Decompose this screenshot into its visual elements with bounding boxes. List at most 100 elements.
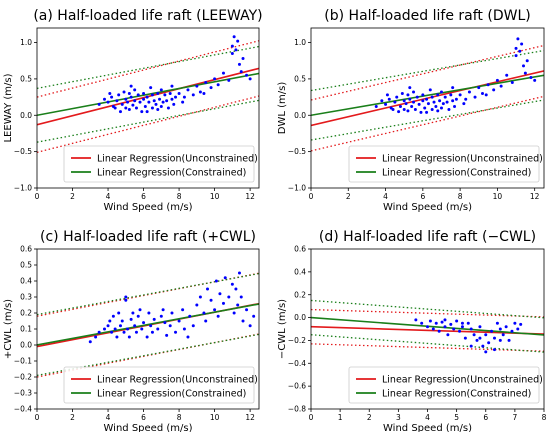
x-tick-label: 10 [210, 413, 220, 422]
data-point [410, 105, 414, 109]
x-axis-label: Wind Speed (m/s) [383, 202, 472, 213]
data-point [154, 102, 158, 106]
data-point [520, 42, 524, 46]
data-point [94, 335, 98, 339]
data-point [149, 324, 153, 328]
data-point [478, 325, 482, 329]
data-point [163, 321, 167, 325]
data-point [202, 311, 206, 315]
data-point [181, 308, 185, 312]
data-point [186, 88, 190, 92]
subplot-1: (a) Half-loaded life raft (LEEWAY) 0 2 4 6 8 1… [3, 8, 263, 213]
data-point [170, 311, 174, 315]
data-point [402, 107, 406, 111]
data-point [387, 97, 391, 101]
data-point [223, 276, 227, 280]
data-point [140, 110, 144, 114]
data-point [129, 317, 133, 321]
data-point [458, 93, 462, 97]
data-point [460, 321, 464, 325]
data-point [216, 314, 220, 318]
y-axis-label: +CWL (m/s) [3, 299, 14, 359]
y-tick-label: −0.4 [288, 359, 306, 368]
data-point [156, 327, 160, 331]
axes-frame [36, 27, 260, 189]
data-point [239, 295, 243, 299]
data-point [145, 335, 149, 339]
data-point [245, 73, 249, 77]
data-point [195, 84, 199, 88]
data-point [102, 327, 106, 331]
data-point [248, 324, 252, 328]
data-point [245, 308, 249, 312]
data-point [516, 37, 520, 41]
axes-frame [310, 27, 545, 189]
data-point [152, 99, 156, 103]
y-tick-label: −0.6 [288, 382, 306, 391]
legend-label-unconstrained: Linear Regression(Unconstrained) [97, 153, 258, 164]
data-point [437, 329, 441, 333]
data-point [111, 314, 115, 318]
y-tick-label: 0.4 [294, 267, 306, 276]
data-point [136, 314, 140, 318]
data-point [395, 95, 399, 99]
data-point [97, 102, 101, 106]
data-point [499, 84, 503, 88]
data-point [443, 95, 447, 99]
data-point [516, 327, 520, 331]
legend: Linear Regression(Unconstrained) Linear R… [63, 366, 258, 404]
data-point [420, 321, 424, 325]
data-point [414, 318, 418, 322]
data-point [221, 301, 225, 305]
data-point [142, 321, 146, 325]
x-tick-label: 6 [420, 192, 425, 201]
legend-box [348, 366, 540, 404]
data-point [436, 109, 440, 113]
x-tick-label: 2 [367, 413, 372, 422]
legend-label-unconstrained: Linear Regression(Unconstrained) [382, 153, 543, 164]
legend-label-unconstrained: Linear Regression(Unconstrained) [97, 374, 258, 385]
subplot-title: (b) Half-loaded life raft (DWL) [324, 8, 530, 24]
data-point [131, 103, 135, 107]
data-point [380, 99, 384, 103]
x-axis-label: Wind Speed (m/s) [104, 423, 193, 432]
data-point [142, 97, 146, 101]
data-point [518, 49, 522, 53]
data-point [117, 93, 121, 97]
data-point [188, 314, 192, 318]
data-point [165, 333, 169, 337]
data-point [204, 319, 208, 323]
prediction-band-unconstrained-lower [311, 343, 544, 352]
data-point [487, 341, 491, 345]
data-point [236, 303, 240, 307]
data-point [451, 86, 455, 90]
data-point [423, 106, 427, 110]
data-point [124, 106, 128, 110]
x-tick-label: 4 [106, 192, 111, 201]
data-point [453, 105, 457, 109]
data-point [495, 321, 499, 325]
data-point [451, 99, 455, 103]
data-point [152, 317, 156, 321]
data-point [436, 93, 440, 97]
x-tick-label: 4 [425, 413, 430, 422]
data-point [490, 329, 494, 333]
data-point [124, 298, 128, 302]
plot-area [37, 35, 259, 153]
data-point [252, 314, 256, 318]
data-point [134, 330, 138, 334]
data-point [198, 90, 202, 94]
subplot-title: (a) Half-loaded life raft (LEEWAY) [33, 8, 262, 24]
data-point [472, 333, 476, 337]
data-point [181, 100, 185, 104]
data-point [428, 319, 432, 323]
data-point [170, 97, 174, 101]
data-point [147, 100, 151, 104]
data-point [478, 336, 482, 340]
data-point [393, 100, 397, 104]
data-point [237, 271, 241, 275]
data-point [480, 91, 484, 95]
data-point [117, 311, 121, 315]
data-point [498, 327, 502, 331]
data-point [454, 97, 458, 101]
